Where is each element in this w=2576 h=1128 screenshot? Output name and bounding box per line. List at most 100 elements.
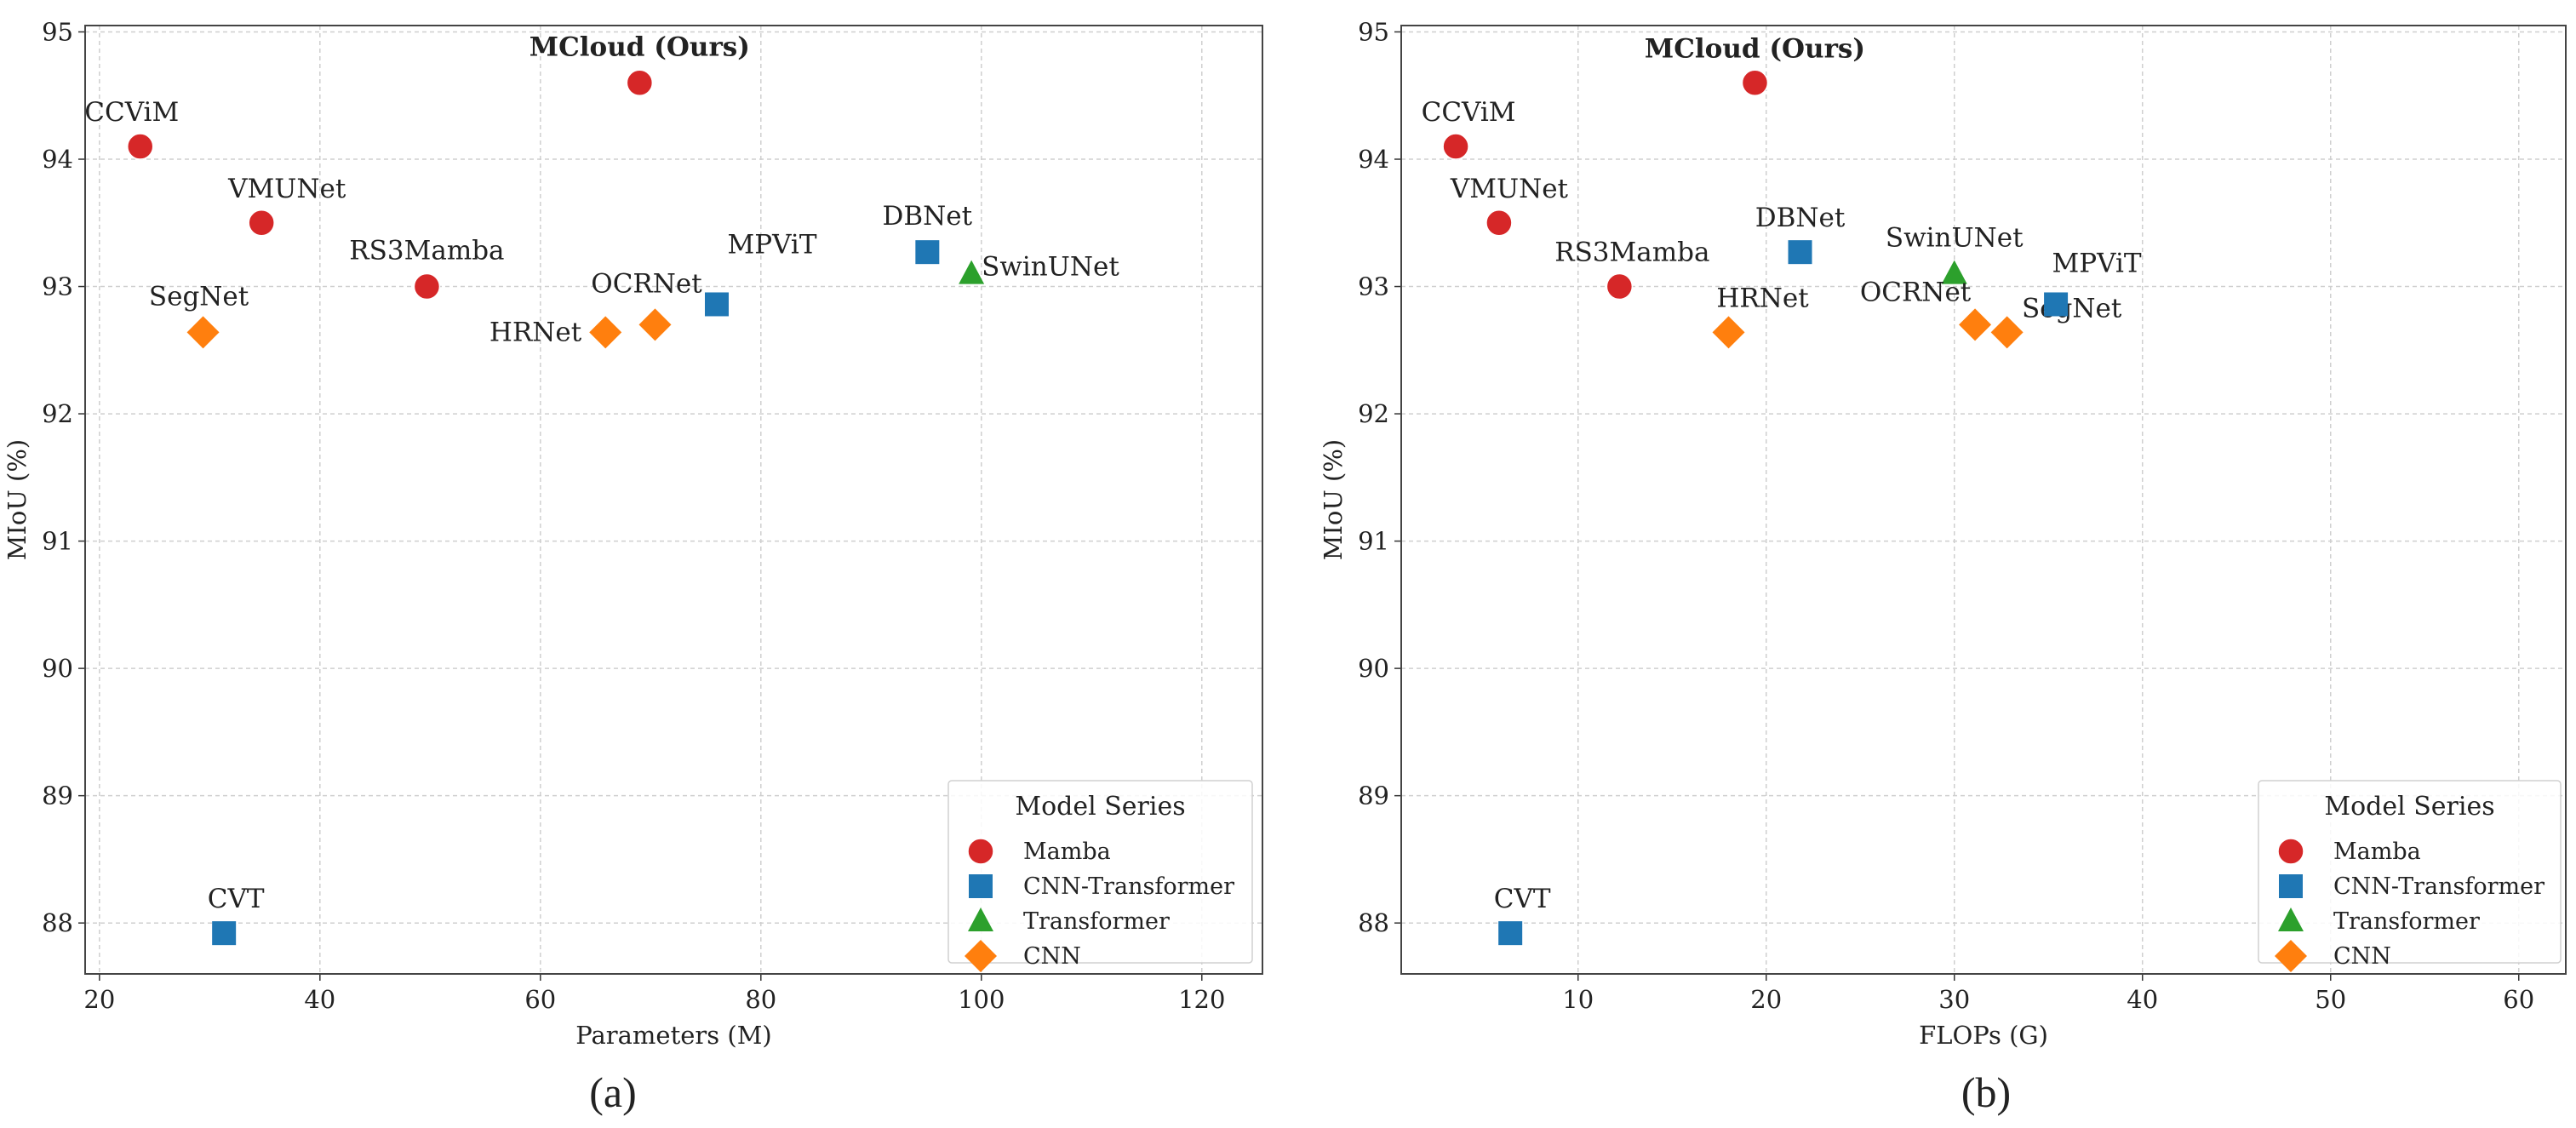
data-label: MPViT: [727, 229, 816, 260]
legend-entry: Mamba: [2333, 839, 2421, 865]
data-label: SwinUNet: [982, 252, 1119, 283]
x-tick-label: 120: [1178, 985, 1225, 1014]
y-tick-label: 89: [1358, 782, 1389, 810]
legend: Model Series Mamba CNN-Transformer Transfor…: [2258, 780, 2562, 972]
data-point-square: [1788, 240, 1812, 265]
legend-title: Model Series: [1015, 792, 1185, 822]
legend-title: Model Series: [2324, 792, 2494, 822]
data-point-triangle: [1941, 260, 1967, 284]
data-point-diamond: [1712, 316, 1745, 349]
legend-entry: CNN: [2333, 943, 2391, 970]
legend-entry: Transformer: [1023, 908, 1170, 935]
data-point-circle: [126, 133, 154, 160]
legend-marker-diamond: [965, 940, 997, 972]
y-tick-label: 88: [1358, 908, 1389, 937]
data-label: SwinUNet: [1886, 223, 2024, 254]
panel-caption: (b): [1961, 1068, 2011, 1116]
data-label: MPViT: [2052, 248, 2142, 278]
data-point-circle: [626, 69, 654, 97]
axes-frame: [1400, 25, 2567, 975]
scatter-panel-a: 20 40 60 80 100 120 88 89 90 91 92 93 94 95 Parameters…: [3, 17, 1263, 1116]
data-label: CCViM: [1422, 97, 1516, 128]
legend-marker-triangle: [2278, 908, 2304, 931]
x-axis-label: Parameters (M): [575, 1021, 771, 1050]
legend-marker-circle: [2277, 838, 2304, 865]
data-label: MCloud (Ours): [530, 31, 750, 62]
data-label: CVT: [1494, 884, 1551, 914]
data-label: VMUNet: [1450, 174, 1569, 204]
y-tick-label: 93: [1358, 272, 1389, 301]
x-tick-label: 80: [745, 985, 776, 1014]
y-tick-label: 94: [42, 145, 73, 174]
data-point-circle: [413, 272, 441, 301]
y-axis-label: MIoU (%): [1319, 439, 1348, 560]
data-point-square: [1498, 921, 1523, 946]
data-point-diamond: [186, 316, 220, 349]
data-point-circle: [1606, 272, 1634, 301]
legend-entry: Transformer: [2333, 908, 2480, 935]
data-label: HRNet: [489, 317, 582, 347]
legend-box: [947, 780, 1253, 964]
data-label: SegNet: [149, 281, 249, 312]
data-point-triangle: [959, 260, 985, 284]
y-tick-label: 93: [42, 272, 73, 301]
data-label: OCRNet: [1860, 277, 1972, 307]
x-tick-label: 20: [83, 985, 115, 1014]
data-label: SegNet: [2022, 293, 2122, 324]
legend-marker-triangle: [968, 908, 993, 931]
legend-entry: CNN-Transformer: [2333, 873, 2545, 900]
x-axis-label: FLOPs (G): [1919, 1021, 2048, 1050]
y-axis-label: MIoU (%): [3, 439, 31, 560]
legend-entry: Mamba: [1023, 839, 1111, 865]
legend: Model Series Mamba CNN-Transformer Transfor…: [947, 780, 1253, 972]
axes-frame: [84, 25, 1263, 975]
x-tick-label: 40: [304, 985, 335, 1014]
data-label: RS3Mamba: [349, 236, 504, 266]
x-tick-label: 60: [2503, 985, 2534, 1014]
data-label: CVT: [208, 884, 265, 914]
y-tick-label: 95: [42, 17, 73, 46]
x-tick-label: 40: [2127, 985, 2158, 1014]
data-point-square: [212, 921, 237, 946]
data-point-diamond: [1959, 308, 1992, 341]
x-tick-label: 10: [1562, 985, 1594, 1014]
data-point-diamond: [589, 316, 622, 349]
legend-entry: CNN-Transformer: [1023, 873, 1234, 900]
legend-marker-diamond: [2275, 940, 2307, 972]
data-point-circle: [1442, 133, 1469, 160]
data-label: CCViM: [84, 97, 179, 128]
legend-marker-square: [2279, 874, 2303, 898]
y-tick-label: 95: [1358, 17, 1389, 46]
data-point-circle: [1741, 69, 1769, 97]
y-tick-label: 90: [1358, 654, 1389, 683]
data-point-square: [2044, 292, 2069, 317]
data-label: MCloud (Ours): [1645, 33, 1865, 64]
data-point-diamond: [1990, 316, 2024, 349]
legend-box: [2258, 780, 2562, 964]
y-tick-label: 94: [1358, 145, 1389, 174]
legend-marker-square: [969, 874, 993, 898]
y-tick-label: 90: [42, 654, 73, 683]
data-point-square: [915, 240, 940, 265]
legend-marker-circle: [967, 838, 994, 865]
data-label: VMUNet: [227, 174, 346, 204]
x-tick-label: 30: [1938, 985, 1970, 1014]
x-tick-label: 50: [2315, 985, 2346, 1014]
x-tick-label: 20: [1750, 985, 1782, 1014]
data-label: DBNet: [1755, 203, 1846, 233]
y-tick-label: 91: [42, 527, 73, 556]
panel-caption: (a): [589, 1068, 637, 1116]
data-point-square: [705, 292, 730, 317]
y-tick-label: 89: [42, 782, 73, 810]
x-tick-label: 60: [524, 985, 556, 1014]
y-tick-label: 92: [42, 399, 73, 428]
data-label: DBNet: [883, 201, 973, 232]
y-tick-label: 88: [42, 908, 73, 937]
data-label: HRNet: [1716, 283, 1809, 313]
y-tick-label: 92: [1358, 399, 1389, 428]
data-point-circle: [248, 209, 275, 237]
data-point-circle: [1485, 209, 1513, 237]
legend-entry: CNN: [1023, 943, 1081, 970]
scatter-panel-b: 10 20 30 40 50 60 88 89 90 91 92 93 94 95 FLOPs (G) MIo…: [1319, 17, 2567, 1116]
